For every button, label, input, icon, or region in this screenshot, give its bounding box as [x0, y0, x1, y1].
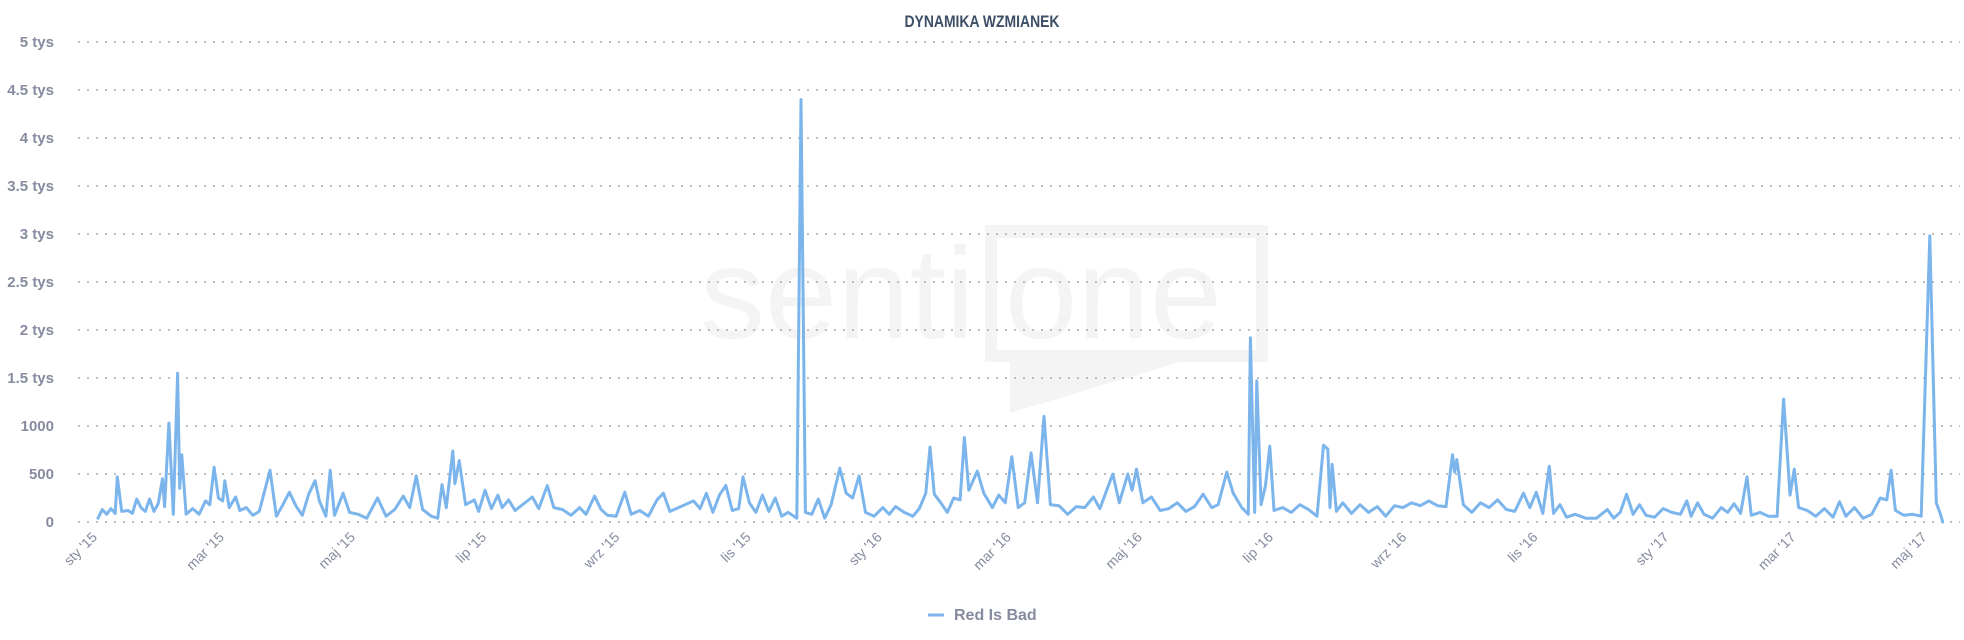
x-tick-label: maj '17 [1887, 529, 1930, 572]
x-tick-label: wrz '15 [579, 529, 622, 572]
y-tick-label: 5 tys [20, 34, 54, 51]
y-tick-label: 1.5 tys [7, 370, 54, 387]
x-tick-label: mar '15 [183, 529, 227, 573]
x-axis-labels: sty '15 mar '15 maj '15 lip '15 wrz '15 lis '… [61, 529, 1930, 573]
x-tick-label: maj '15 [315, 529, 358, 572]
y-tick-label: 4.5 tys [7, 82, 54, 99]
legend[interactable]: Red Is Bad [928, 607, 1037, 624]
chart-title: DYNAMIKA WZMIANEK [905, 13, 1061, 32]
y-tick-label: 2 tys [20, 322, 54, 339]
x-tick-label: lip '15 [452, 529, 489, 566]
x-tick-label: sty '16 [845, 529, 885, 569]
x-tick-label: sty '15 [61, 529, 101, 569]
x-tick-label: lis '15 [717, 529, 753, 565]
series-group [96, 98, 1945, 524]
y-tick-label: 4 tys [20, 130, 54, 147]
watermark-text-senti: senti [700, 220, 975, 366]
sentione-watermark-logo: senti one [700, 220, 1268, 413]
watermark-speech-bubble-icon [985, 225, 1268, 413]
y-tick-label: 500 [29, 466, 54, 483]
y-axis-labels: 0 500 1000 1.5 tys 2 tys 2.5 tys 3 tys 3.5 tys 4… [7, 34, 54, 531]
x-tick-label: lis '16 [1504, 529, 1540, 565]
y-tick-label: 0 [46, 514, 54, 531]
y-tick-label: 2.5 tys [7, 274, 54, 291]
x-tick-label: mar '16 [970, 529, 1014, 573]
x-tick-label: sty '17 [1632, 529, 1672, 569]
x-tick-label: mar '17 [1755, 529, 1799, 573]
watermark-text-one: one [1005, 220, 1222, 366]
series-line[interactable] [96, 98, 1945, 524]
x-tick-label: lip '16 [1239, 529, 1276, 566]
y-tick-label: 1000 [21, 418, 54, 435]
y-tick-label: 3 tys [20, 226, 54, 243]
x-tick-label: maj '16 [1102, 529, 1145, 572]
legend-label[interactable]: Red Is Bad [954, 607, 1037, 624]
x-tick-label: wrz '16 [1366, 529, 1409, 572]
y-tick-label: 3.5 tys [7, 178, 54, 195]
